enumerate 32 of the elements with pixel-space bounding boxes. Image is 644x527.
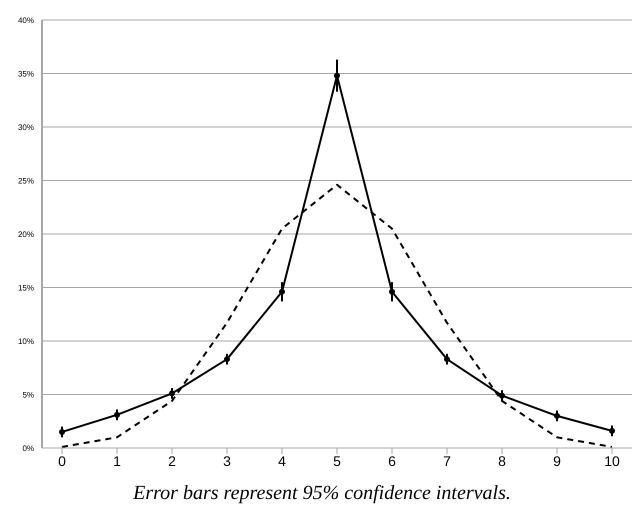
x-tick-label: 5 xyxy=(333,452,342,469)
point xyxy=(554,412,560,419)
x-tick-label: 7 xyxy=(443,452,452,469)
x-tick-label: 1 xyxy=(113,452,122,469)
y-tick-label: 20% xyxy=(18,230,34,239)
x-tick-label: 0 xyxy=(58,452,66,469)
y-tick-label: 5% xyxy=(22,390,34,400)
y-tick-label: 25% xyxy=(18,176,34,186)
x-tick-label: 2 xyxy=(168,452,176,469)
x-tick-label: 3 xyxy=(223,452,232,469)
text: Error bars represent 95% confidence intervals. xyxy=(132,482,512,505)
point xyxy=(609,428,615,434)
y-tick-label: 30% xyxy=(18,122,34,132)
y-tick-label: 10% xyxy=(18,336,34,346)
y-tick-label: 0% xyxy=(22,444,34,453)
y-tick-label: 15% xyxy=(18,283,34,292)
point xyxy=(444,356,450,362)
point xyxy=(499,392,505,399)
y-tick-label: 35% xyxy=(18,69,34,78)
point xyxy=(114,412,120,418)
point xyxy=(334,72,340,79)
y-tick-label: 40% xyxy=(18,16,34,25)
x-tick-label: 8 xyxy=(498,452,506,469)
x-tick-label: 10 xyxy=(604,452,620,469)
x-tick-label: 4 xyxy=(278,452,286,469)
point xyxy=(224,356,230,362)
point xyxy=(389,288,395,295)
x-tick-label: 9 xyxy=(553,452,562,469)
point xyxy=(59,428,65,435)
x-tick-label: 6 xyxy=(388,452,396,469)
point xyxy=(279,288,285,295)
point xyxy=(169,390,175,396)
